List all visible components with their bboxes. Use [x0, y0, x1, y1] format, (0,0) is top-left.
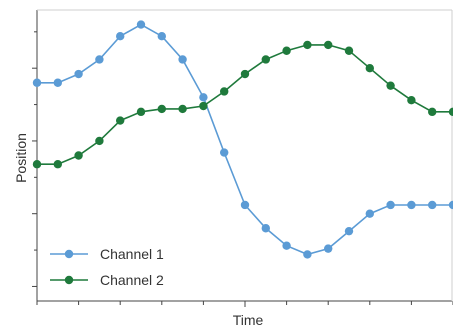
axes — [32, 10, 453, 307]
data-point — [178, 105, 186, 113]
data-point — [137, 108, 145, 116]
data-point — [282, 242, 290, 250]
data-point — [116, 32, 124, 40]
data-point — [199, 102, 207, 110]
data-point — [137, 20, 145, 28]
data-point — [407, 96, 415, 104]
data-point — [282, 47, 290, 55]
data-point — [158, 32, 166, 40]
legend-item-1: Channel 1 — [50, 246, 164, 262]
data-point — [33, 160, 41, 168]
data-point — [449, 201, 453, 209]
data-point — [303, 250, 311, 258]
data-point — [262, 224, 270, 232]
legend-swatch-marker — [65, 250, 73, 258]
data-point — [366, 64, 374, 72]
y-axis-label: Position — [13, 133, 29, 183]
data-point — [158, 105, 166, 113]
data-point — [428, 201, 436, 209]
data-point — [74, 151, 82, 159]
legend-swatch-marker — [65, 276, 73, 284]
data-point — [95, 137, 103, 145]
data-point — [54, 160, 62, 168]
data-point — [303, 41, 311, 49]
data-point — [95, 55, 103, 63]
data-point — [74, 70, 82, 78]
series-layer — [33, 20, 453, 258]
data-point — [386, 201, 394, 209]
data-point — [220, 87, 228, 95]
data-point — [241, 201, 249, 209]
data-point — [116, 116, 124, 124]
data-point — [345, 47, 353, 55]
data-point — [449, 108, 453, 116]
data-point — [324, 41, 332, 49]
legend-item-2: Channel 2 — [50, 272, 164, 288]
data-point — [262, 55, 270, 63]
data-point — [428, 108, 436, 116]
data-point — [178, 55, 186, 63]
data-point — [54, 79, 62, 87]
data-point — [220, 148, 228, 156]
legend-label: Channel 2 — [100, 272, 164, 288]
data-point — [407, 201, 415, 209]
legend: Channel 1 Channel 2 — [50, 246, 164, 288]
data-point — [199, 93, 207, 101]
data-point — [366, 210, 374, 218]
data-point — [345, 227, 353, 235]
data-point — [33, 79, 41, 87]
x-axis-label: Time — [233, 312, 264, 327]
data-point — [324, 244, 332, 252]
data-point — [241, 70, 249, 78]
data-point — [386, 81, 394, 89]
legend-label: Channel 1 — [100, 246, 164, 262]
